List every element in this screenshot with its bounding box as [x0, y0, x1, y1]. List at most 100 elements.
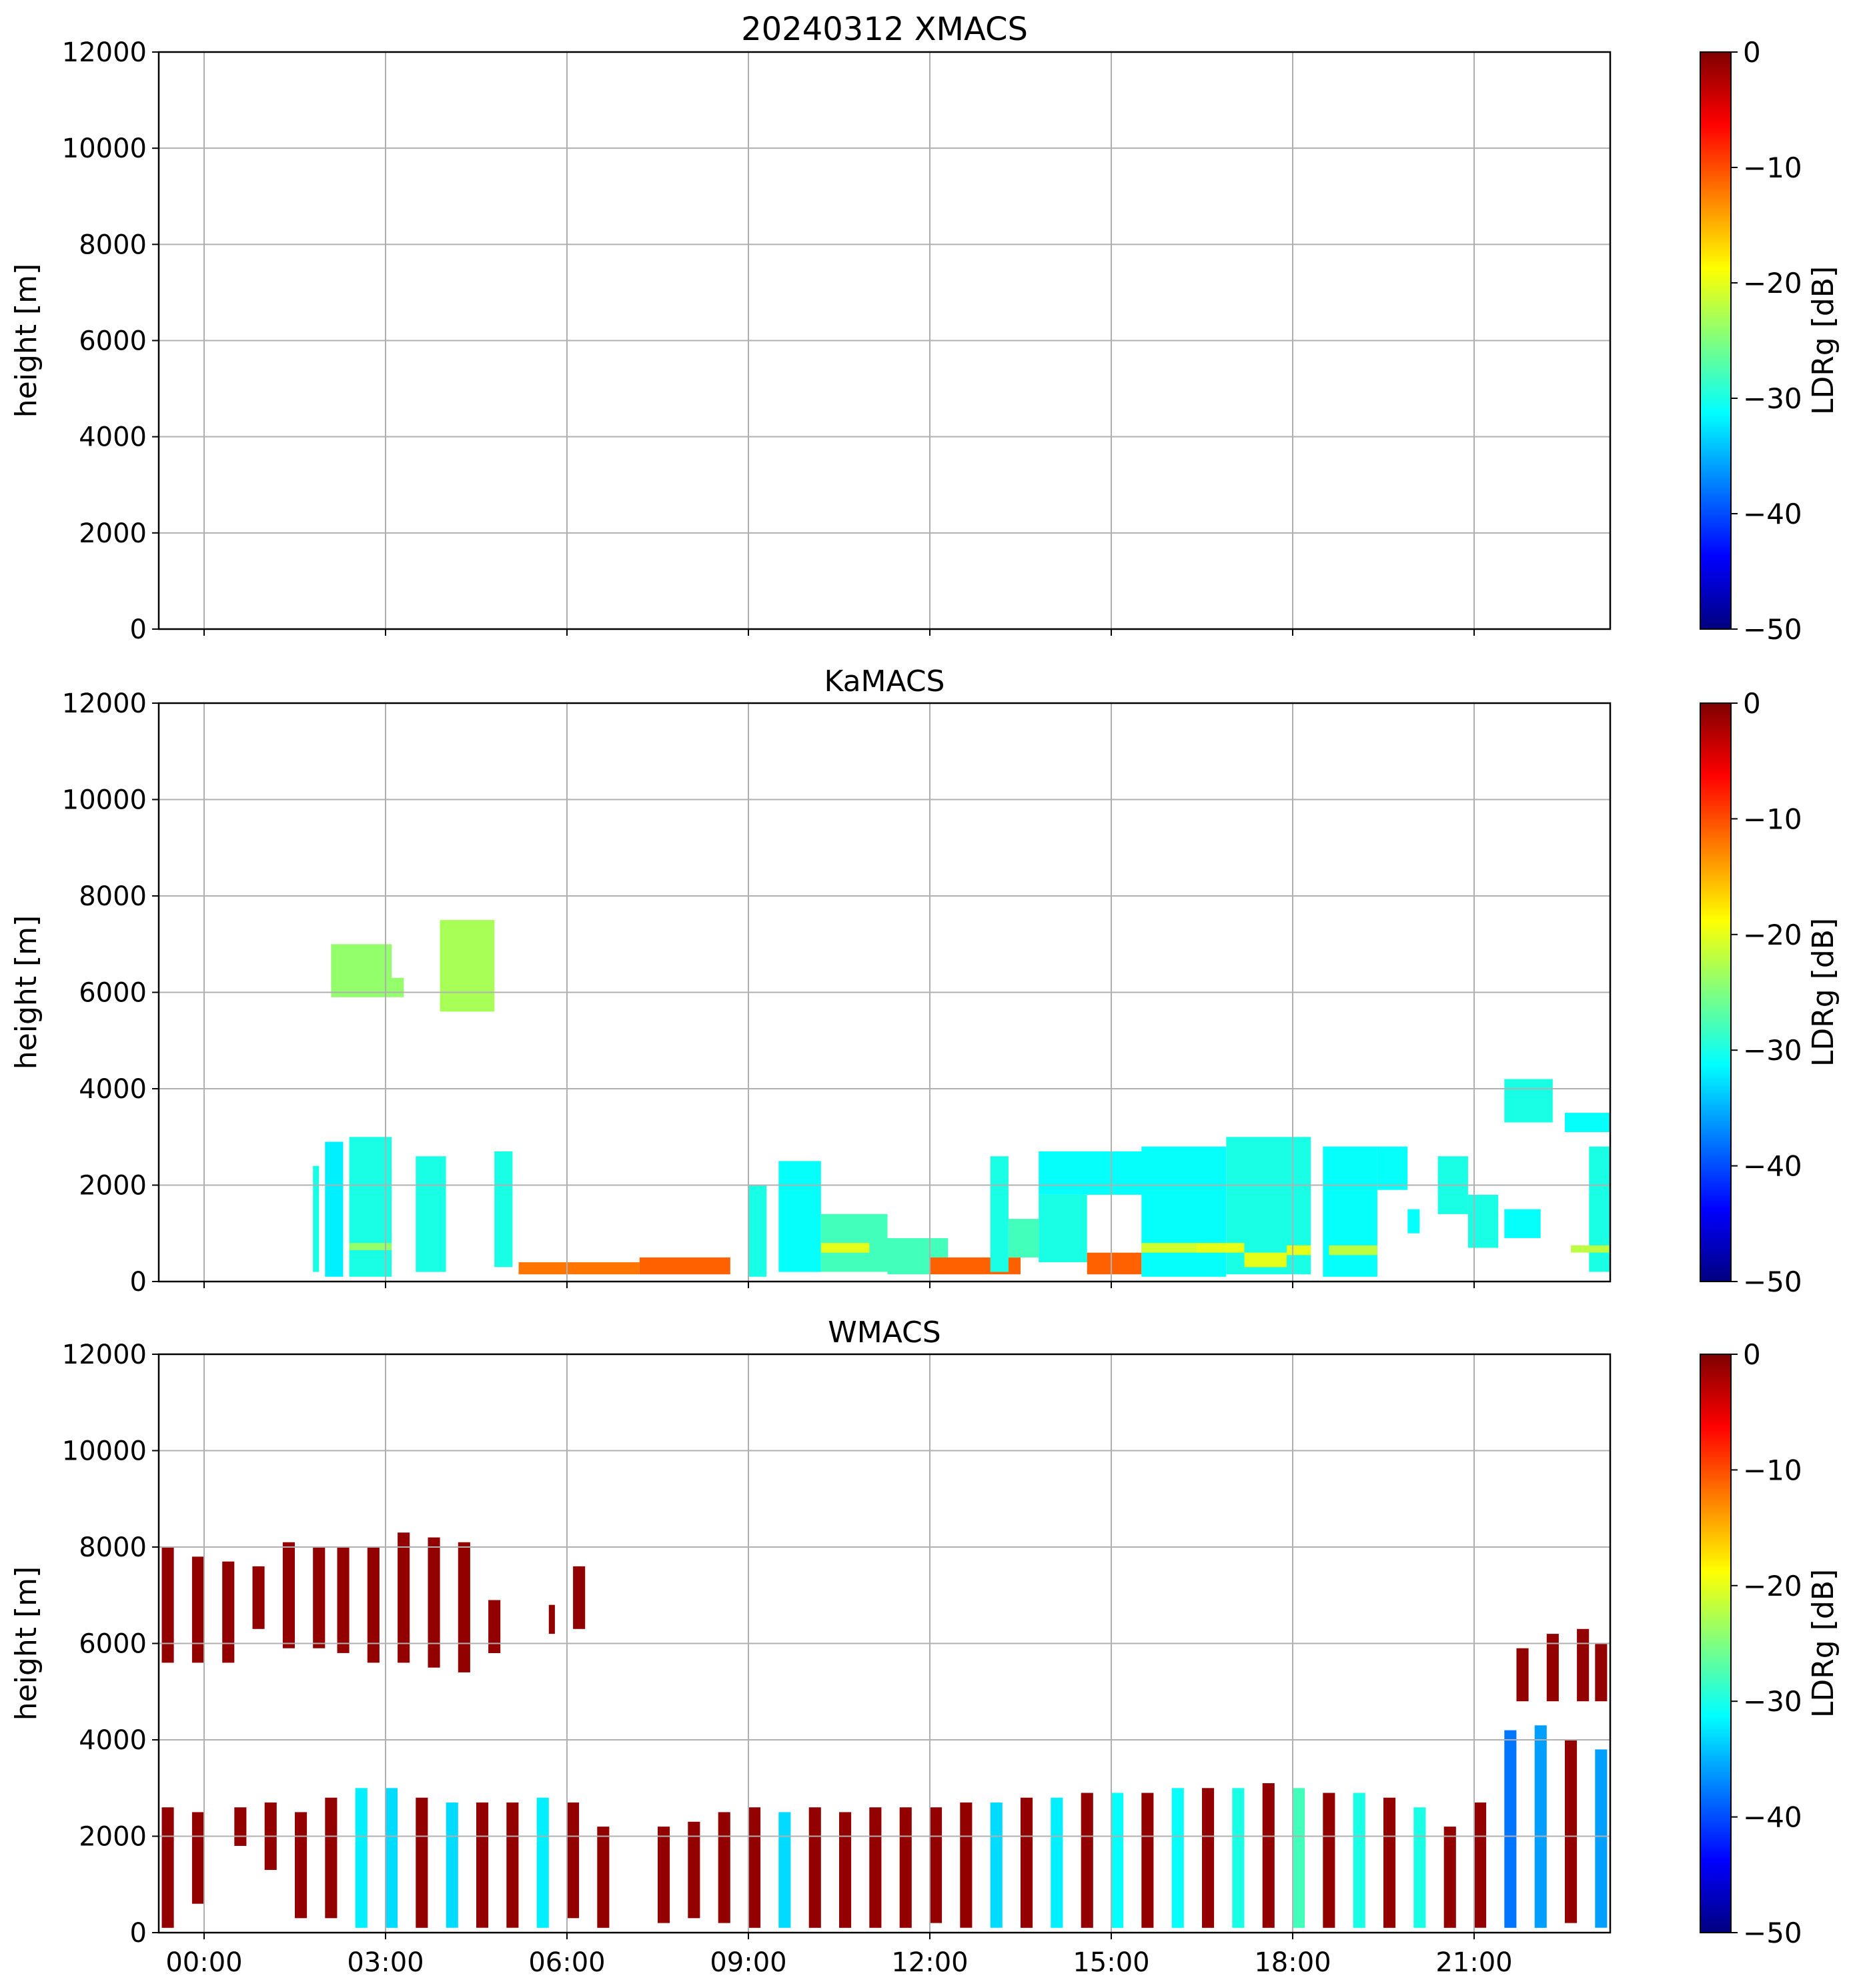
- heatmap-cell: [1443, 1827, 1456, 1928]
- heatmap-cell: [355, 1788, 368, 1928]
- heatmap-cell: [1407, 1209, 1420, 1233]
- y-tick-label: 6000: [79, 326, 147, 357]
- panel-wmacs: 0 2000 4000 6000 8000 10000 12000 00:00 03:00 06…: [9, 1316, 1840, 1978]
- heatmap-cell: [1111, 1793, 1124, 1928]
- colorbar-tick-label: −50: [1743, 613, 1802, 646]
- x-tick-label: 15:00: [1073, 1947, 1149, 1978]
- heatmap-cell: [1329, 1245, 1377, 1256]
- heatmap-cell: [1039, 1195, 1087, 1263]
- heatmap-cell: [1323, 1146, 1377, 1277]
- y-tick-label: 4000: [79, 1074, 147, 1105]
- heatmap-cells: [161, 1532, 1608, 1928]
- x-tick-label: 03:00: [347, 1947, 424, 1978]
- y-tick-label: 2000: [79, 1822, 147, 1853]
- colorbar: 0 −10 −20 −30 −40 −50 LDRg [dB]: [1700, 1338, 1840, 1949]
- heatmap-cell: [1474, 1802, 1487, 1928]
- heatmap-cell: [1202, 1788, 1215, 1928]
- y-axis-label: height [m]: [9, 915, 43, 1069]
- plot-frame: [157, 51, 1612, 630]
- heatmap-cell: [658, 1827, 670, 1923]
- heatmap-cell: [416, 1797, 428, 1928]
- colorbar-tick-label: −20: [1743, 267, 1802, 300]
- heatmap-cell: [446, 1802, 458, 1928]
- heatmap-cell: [325, 1797, 338, 1919]
- heatmap-cell: [161, 1547, 174, 1663]
- heatmap-cell: [1051, 1797, 1063, 1928]
- colorbar-tick-label: −50: [1743, 1266, 1802, 1298]
- y-tick-label: 2000: [79, 1171, 147, 1201]
- heatmap-cell: [222, 1561, 235, 1663]
- heatmap-cell: [1141, 1793, 1154, 1928]
- colorbar-gradient: [1700, 1354, 1732, 1933]
- heatmap-cell: [349, 1243, 392, 1250]
- heatmap-cell: [1565, 1740, 1578, 1923]
- x-tick-label: 09:00: [710, 1947, 786, 1978]
- y-tick-label: 4000: [79, 422, 147, 453]
- colorbar-tick-label: −10: [1743, 151, 1802, 184]
- y-tick-label: 6000: [79, 1629, 147, 1660]
- colorbar-tick-label: −50: [1743, 1917, 1802, 1949]
- y-tick-label: 12000: [62, 688, 147, 719]
- heatmap-cell: [191, 1812, 204, 1904]
- heatmap-cell: [1171, 1788, 1184, 1928]
- colorbar-tick-labels: 0 −10 −20 −30 −40 −50: [1731, 687, 1802, 1298]
- heatmap-cell: [639, 1257, 730, 1275]
- heatmap-cell: [518, 1262, 640, 1275]
- heatmap-cell: [1293, 1788, 1305, 1928]
- colorbar-tick-label: 0: [1743, 687, 1761, 720]
- colorbar-gradient: [1700, 51, 1732, 630]
- y-tick-label: 6000: [79, 978, 147, 1009]
- y-tick-labels: 0 2000 4000 6000 8000 10000 12000: [62, 1340, 147, 1949]
- heatmap-cell: [331, 944, 392, 997]
- heatmap-cell: [1087, 1252, 1142, 1275]
- heatmap-cell: [1377, 1146, 1408, 1190]
- heatmap-cell: [1577, 1628, 1590, 1702]
- heatmap-cell: [548, 1604, 555, 1634]
- heatmap-cell: [748, 1807, 761, 1928]
- heatmap-cell: [778, 1161, 821, 1272]
- heatmap-cell: [494, 1151, 513, 1268]
- heatmap-cell: [392, 977, 404, 997]
- panel-title: 20240312 XMACS: [741, 11, 1028, 48]
- x-tick-label: 06:00: [528, 1947, 605, 1978]
- heatmap-cell: [930, 1807, 943, 1923]
- heatmap-cell: [1595, 1749, 1608, 1928]
- heatmap-cell: [1413, 1807, 1426, 1928]
- heatmap-cell: [1546, 1634, 1559, 1702]
- colorbar-label: LDRg [dB]: [1806, 1569, 1840, 1718]
- heatmap-cell: [161, 1807, 174, 1928]
- y-tick-label: 8000: [79, 229, 147, 260]
- heatmap-cell: [313, 1165, 320, 1272]
- colorbar-tick-label: 0: [1743, 36, 1761, 69]
- heatmap-cell: [1504, 1209, 1541, 1238]
- heatmap-cell: [1504, 1730, 1517, 1928]
- y-tick-label: 10000: [62, 785, 147, 816]
- x-tick-label: 18:00: [1254, 1947, 1331, 1978]
- heatmap-cell: [1383, 1797, 1396, 1928]
- panel-xmacs: 0 2000 4000 6000 8000 10000 12000 20240312 XMA…: [9, 11, 1840, 646]
- heatmap-cell: [990, 1802, 1003, 1928]
- x-tick-labels: 00:00 03:00 06:00 09:00 12:00 15:00 18:00 21:00: [165, 1947, 1512, 1978]
- colorbar-label: LDRg [dB]: [1806, 266, 1840, 415]
- panel-title: KaMACS: [824, 664, 945, 698]
- y-axis-label: height [m]: [9, 1566, 43, 1720]
- heatmap-cell: [960, 1802, 973, 1928]
- colorbar-tick-label: −20: [1743, 1570, 1802, 1602]
- heatmap-cell: [1232, 1788, 1245, 1928]
- colorbar-tick-label: −30: [1743, 1685, 1802, 1718]
- x-tick-label: 21:00: [1435, 1947, 1512, 1978]
- y-tick-labels: 0 2000 4000 6000 8000 10000 12000: [62, 688, 147, 1298]
- heatmap-cell: [718, 1812, 730, 1923]
- grid-lines: [152, 51, 1610, 636]
- heatmap-cell: [440, 920, 495, 1012]
- y-tick-label: 10000: [62, 1436, 147, 1467]
- heatmap-cell: [1244, 1252, 1287, 1268]
- colorbar-tick-label: −30: [1743, 1034, 1802, 1067]
- heatmap-cell: [869, 1807, 882, 1928]
- heatmap-cell: [1504, 1079, 1553, 1123]
- plot-frame: [157, 1353, 1612, 1934]
- heatmap-cell: [295, 1812, 307, 1919]
- heatmap-cell: [899, 1807, 912, 1928]
- panel-kamacs: 0 2000 4000 6000 8000 10000 12000 KaMACS heigh…: [9, 664, 1840, 1298]
